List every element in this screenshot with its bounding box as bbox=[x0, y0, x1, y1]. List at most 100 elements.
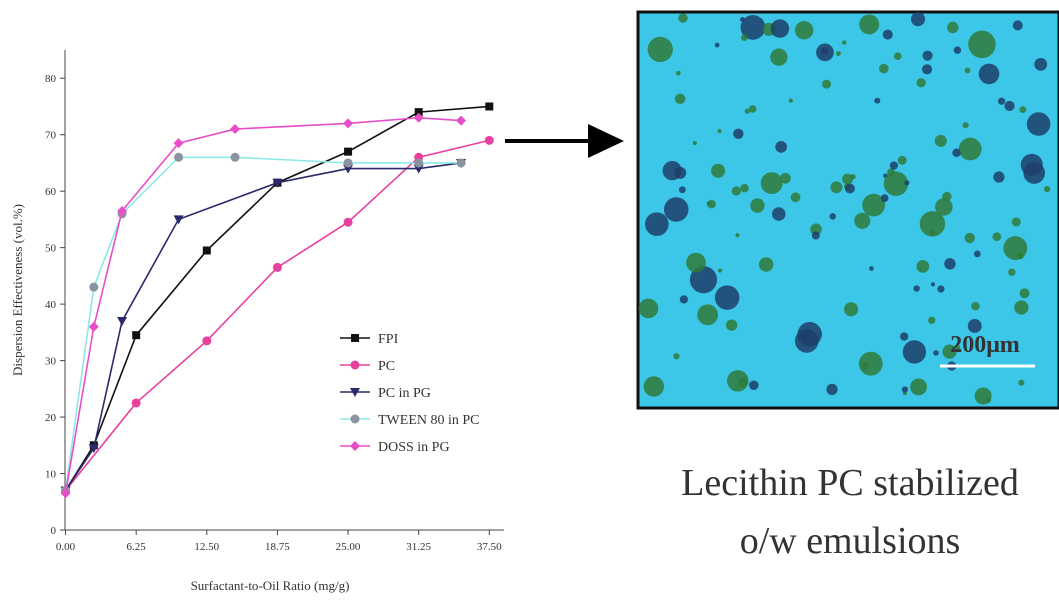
droplet bbox=[718, 129, 722, 133]
marker bbox=[457, 158, 466, 167]
series-line bbox=[66, 140, 490, 490]
droplet bbox=[879, 64, 889, 74]
droplet bbox=[1012, 217, 1021, 226]
droplet bbox=[845, 183, 855, 193]
marker bbox=[456, 116, 466, 126]
droplet bbox=[916, 260, 929, 273]
droplet bbox=[836, 51, 841, 56]
droplet bbox=[922, 64, 932, 74]
droplet bbox=[935, 135, 947, 147]
marker bbox=[343, 118, 353, 128]
droplet bbox=[947, 22, 958, 33]
droplet bbox=[850, 174, 855, 179]
droplet bbox=[890, 161, 898, 169]
droplet bbox=[965, 68, 971, 74]
droplet bbox=[1004, 101, 1014, 111]
droplet bbox=[1014, 300, 1028, 314]
droplet bbox=[732, 186, 741, 195]
droplet bbox=[740, 184, 748, 192]
droplet bbox=[740, 17, 745, 22]
x-axis-label: Surfactant-to-Oil Ratio (mg/g) bbox=[191, 578, 350, 593]
droplet bbox=[1023, 162, 1045, 184]
y-tick-label: 20 bbox=[45, 412, 57, 424]
y-tick-label: 70 bbox=[45, 130, 57, 142]
droplet bbox=[874, 98, 880, 104]
droplet bbox=[789, 99, 793, 103]
droplet bbox=[1013, 20, 1023, 30]
y-tick-label: 30 bbox=[45, 356, 57, 368]
marker bbox=[350, 441, 360, 451]
marker bbox=[351, 334, 359, 342]
x-tick-label: 12.50 bbox=[194, 541, 219, 553]
droplet bbox=[693, 141, 697, 145]
marker bbox=[202, 336, 211, 345]
droplet bbox=[904, 180, 909, 185]
droplet bbox=[675, 94, 685, 104]
droplet bbox=[726, 319, 737, 330]
droplet bbox=[797, 322, 821, 346]
droplet bbox=[968, 31, 996, 59]
legend-label: DOSS in PG bbox=[378, 440, 450, 455]
droplet bbox=[965, 233, 975, 243]
marker bbox=[174, 153, 183, 162]
marker bbox=[89, 283, 98, 292]
droplet bbox=[902, 386, 908, 392]
x-tick-label: 18.75 bbox=[265, 541, 290, 553]
droplet bbox=[749, 381, 758, 390]
marker bbox=[344, 218, 353, 227]
marker bbox=[485, 136, 494, 145]
droplet bbox=[869, 266, 874, 271]
marker bbox=[117, 317, 127, 326]
droplet bbox=[954, 46, 961, 53]
droplet bbox=[741, 34, 748, 41]
droplet bbox=[759, 257, 773, 271]
droplet bbox=[795, 21, 813, 39]
droplet bbox=[937, 285, 944, 292]
droplet bbox=[913, 285, 919, 291]
droplet bbox=[644, 376, 664, 396]
droplet bbox=[842, 40, 846, 44]
droplet bbox=[745, 109, 750, 114]
droplet bbox=[952, 149, 960, 157]
marker bbox=[414, 158, 423, 167]
droplet bbox=[715, 285, 739, 309]
droplet bbox=[859, 14, 879, 34]
x-tick-label: 37.50 bbox=[477, 541, 502, 553]
droplet bbox=[844, 302, 858, 316]
droplet bbox=[910, 379, 927, 396]
marker bbox=[174, 215, 184, 224]
series-line bbox=[66, 118, 462, 494]
droplet bbox=[1018, 380, 1024, 386]
droplet bbox=[686, 253, 706, 273]
droplet bbox=[733, 129, 743, 139]
droplet bbox=[1020, 288, 1030, 298]
droplet bbox=[639, 299, 659, 319]
droplet bbox=[718, 268, 722, 272]
marker bbox=[89, 322, 99, 332]
droplet bbox=[894, 52, 902, 60]
marker bbox=[344, 158, 353, 167]
droplet bbox=[727, 370, 748, 391]
droplet bbox=[771, 19, 789, 37]
droplet bbox=[711, 164, 725, 178]
droplet bbox=[963, 122, 969, 128]
droplet bbox=[993, 171, 1004, 182]
droplet bbox=[735, 233, 739, 237]
droplet bbox=[900, 332, 908, 340]
marker bbox=[132, 398, 141, 407]
droplet bbox=[791, 192, 801, 202]
caption-line: o/w emulsions bbox=[740, 520, 961, 562]
droplet bbox=[1027, 112, 1051, 136]
marker bbox=[351, 361, 360, 370]
droplet bbox=[663, 161, 682, 180]
droplet bbox=[881, 194, 889, 202]
droplet bbox=[678, 13, 687, 22]
droplet bbox=[931, 282, 935, 286]
legend-label: FPI bbox=[378, 332, 399, 347]
y-tick-label: 40 bbox=[45, 299, 57, 311]
droplet bbox=[854, 213, 870, 229]
caption-line: Lecithin PC stabilized bbox=[681, 462, 1019, 504]
x-tick-label: 31.25 bbox=[406, 541, 431, 553]
droplet bbox=[826, 384, 837, 395]
droplet bbox=[822, 80, 831, 89]
